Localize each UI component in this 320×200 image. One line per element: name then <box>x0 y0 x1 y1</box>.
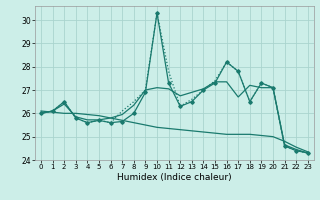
X-axis label: Humidex (Indice chaleur): Humidex (Indice chaleur) <box>117 173 232 182</box>
